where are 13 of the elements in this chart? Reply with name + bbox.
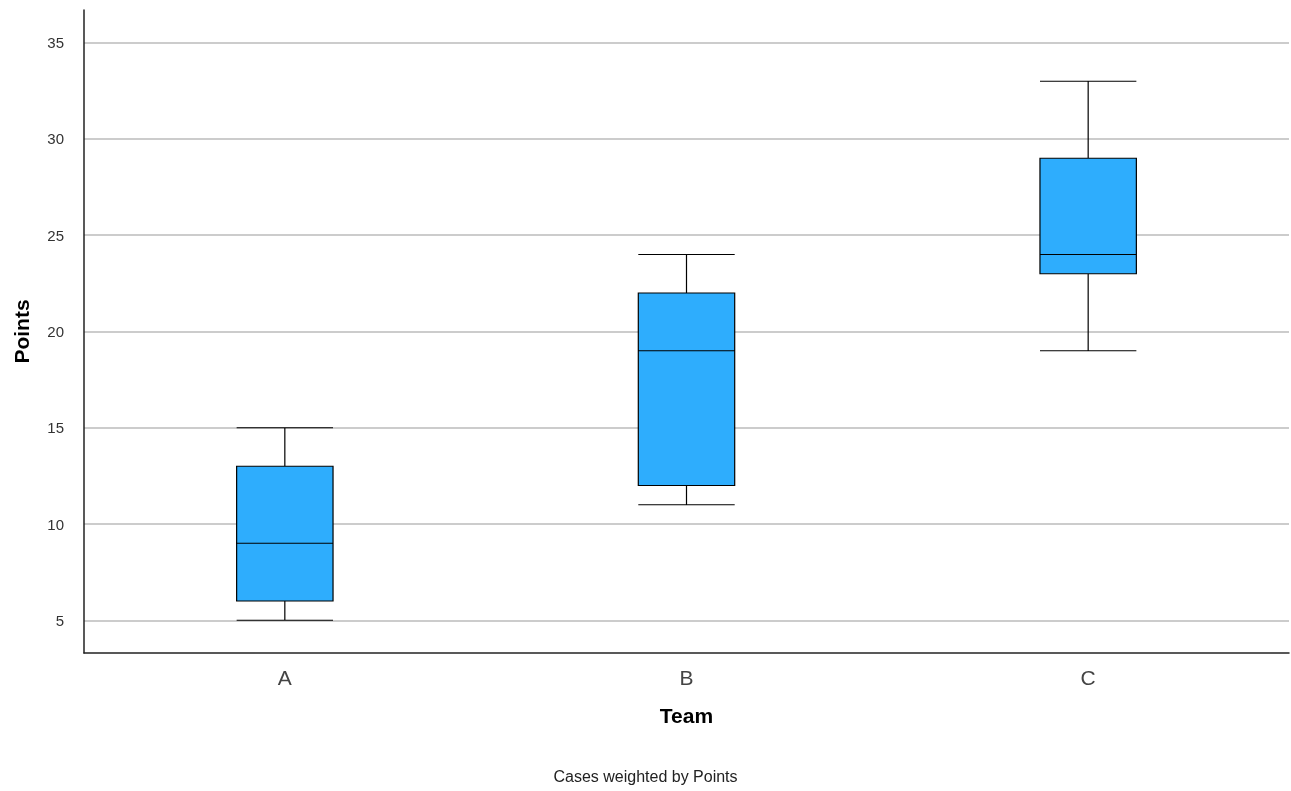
- y-axis-title: Points: [10, 299, 33, 364]
- y-tick-label: 30: [47, 130, 64, 148]
- text: Cases weighted by Points: [553, 767, 738, 785]
- x-tick-label: C: [1080, 666, 1096, 689]
- y-tick-label: 10: [47, 515, 64, 533]
- y-tick-label: 15: [47, 419, 64, 437]
- y-tick-label: 25: [47, 226, 64, 244]
- y-tick-label: 20: [47, 323, 64, 340]
- x-tick-label: B: [679, 666, 694, 689]
- y-tick-label: 35: [47, 34, 64, 52]
- y-tick-label: 5: [55, 611, 64, 629]
- x-axis-title: Team: [659, 704, 714, 727]
- x-tick-label: A: [277, 666, 292, 689]
